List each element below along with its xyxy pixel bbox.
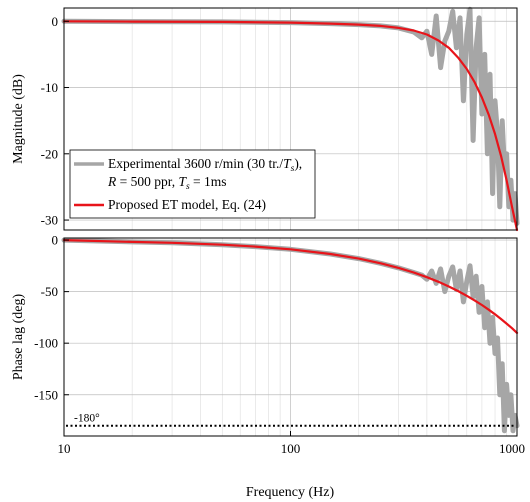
- phase-reference-label: -180°: [74, 413, 100, 425]
- legend-label-model: Proposed ET model, Eq. (24): [108, 197, 266, 212]
- phase-y-tick-label: -100: [34, 336, 58, 351]
- phase-ylabel: Phase lag (deg): [11, 294, 26, 381]
- magnitude-axes-frame: [63, 7, 518, 231]
- magnitude-y-tick-label: -10: [41, 80, 58, 95]
- phase-panel: -180° 0 -50 -100 -150 10 100 1000 Phase lag (…: [11, 233, 525, 500]
- magnitude-y-ticks: 0 -10 -20 -30: [41, 14, 69, 228]
- magnitude-panel: 0 -10 -20 -30 Magnitude (dB) Experimental 3…: [11, 6, 520, 232]
- legend-label-experimental-line2: R = 500 ppr, Ts = 1ms: [107, 174, 227, 192]
- phase-x-tick-label: 100: [281, 441, 301, 456]
- phase-gridlines: [63, 238, 517, 436]
- phase-y-ticks: 0 -50 -100 -150: [34, 233, 69, 402]
- magnitude-ylabel: Magnitude (dB): [11, 74, 26, 164]
- magnitude-y-tick-label: -20: [41, 146, 58, 161]
- magnitude-y-tick-label: 0: [52, 14, 59, 29]
- legend-label-experimental-line1: Experimental 3600 r/min (30 tr./Ts),: [108, 156, 302, 174]
- phase-model-series: [62, 239, 519, 334]
- magnitude-model-series: [62, 20, 519, 232]
- phase-x-tick-label: 10: [58, 441, 71, 456]
- legend: Experimental 3600 r/min (30 tr./Ts), R =…: [69, 149, 316, 219]
- phase-y-tick-label: -150: [34, 387, 58, 402]
- phase-x-ticks: 10 100 1000: [58, 431, 525, 456]
- phase-series: [61, 237, 520, 434]
- legend-box: [69, 149, 316, 219]
- phase-y-tick-label: 0: [52, 233, 59, 248]
- phase-y-tick-label: -50: [41, 284, 58, 299]
- phase-xlabel: Frequency (Hz): [246, 485, 335, 500]
- magnitude-y-tick-label: -30: [41, 213, 58, 228]
- phase-x-tick-label: 1000: [499, 441, 525, 456]
- magnitude-series: [61, 6, 520, 232]
- magnitude-gridlines: [63, 8, 517, 230]
